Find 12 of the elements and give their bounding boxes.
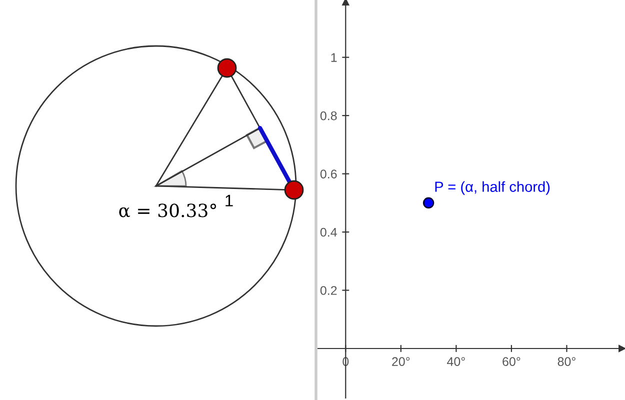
text: α = 30.33° <box>119 204 216 218</box>
y-tick-label: 0.8 <box>320 111 337 120</box>
y-tick-label: 1 <box>331 53 337 62</box>
x-tick-label: 80° <box>558 357 576 366</box>
x-tick-label: 40° <box>447 357 465 366</box>
y-tick-label: 0.6 <box>320 170 337 178</box>
text: 1 <box>226 194 233 206</box>
annotation: P = (α, half chord) <box>435 181 550 195</box>
x-tick-label: 60° <box>502 357 520 366</box>
x-tick-label: 20° <box>392 357 410 366</box>
y-tick-label: 0.4 <box>320 228 337 237</box>
y-tick-label: 0.2 <box>320 286 337 295</box>
